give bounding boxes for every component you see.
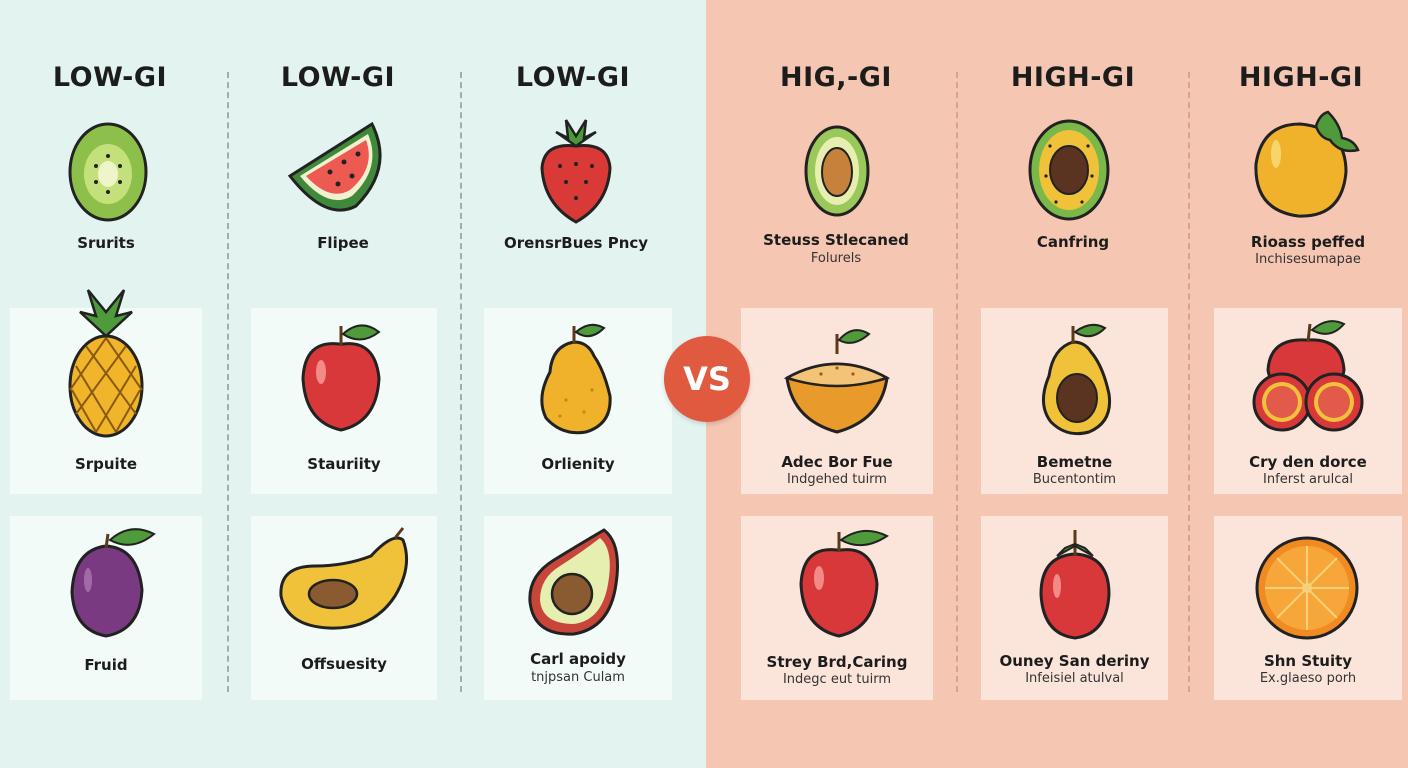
fruit-card[interactable]: OrensrBues Pncy [480, 108, 672, 278]
fruit-card[interactable]: Rioass peffed Inchisesumapae [1214, 108, 1402, 288]
pomegranate-icon [1039, 530, 1111, 640]
fruit-card[interactable]: Stauriity [251, 308, 437, 494]
fruit-card[interactable]: Strey Brd,Caring Indegc eut tuirm [741, 516, 933, 700]
fruit-card[interactable]: Srpuite [10, 289, 202, 494]
fruit-label: Adec Bor Fue [781, 453, 893, 471]
kiwi-icon [68, 122, 148, 222]
fruit-sublabel: Indgehed tuirm [787, 472, 887, 487]
fruit-label: Srurits [77, 234, 135, 252]
fruit-label: Orlienity [541, 455, 615, 473]
fruit-sublabel: Bucentontim [1032, 472, 1117, 487]
strawberry-icon [540, 119, 612, 224]
apple-icon [799, 529, 889, 638]
pear-icon [540, 323, 612, 435]
mango-icon [1254, 110, 1360, 218]
high-gi-header: HIGH-GI [1010, 62, 1136, 93]
fruit-label: Canfring [1036, 233, 1110, 251]
fruit-sublabel: Ex.glaeso porh [1259, 671, 1357, 686]
plum-icon [70, 528, 156, 638]
fruit-label: Fruid [84, 656, 128, 674]
avocado-icon [528, 528, 619, 636]
fruit-label: Carl apoidy [530, 650, 626, 668]
pineapple-icon [68, 289, 144, 438]
fruit-label: Strey Brd,Caring [766, 653, 908, 671]
column-divider [227, 72, 229, 692]
fruit-label: Stauriity [307, 455, 381, 473]
apple-icon [301, 324, 381, 432]
fruit-sublabel: Infeisiel atulval [1025, 671, 1124, 686]
fruit-label: Offsuesity [301, 655, 387, 673]
fruit-label: Ouney San deriny [999, 652, 1150, 670]
column-divider [956, 72, 958, 692]
fruit-card[interactable]: Offsuesity [251, 516, 437, 700]
fruit-sublabel: tnjpsan Culam [531, 670, 625, 685]
vs-badge: VS [664, 336, 750, 422]
fruit-label: Cry den dorce [1249, 453, 1367, 471]
fruit-card[interactable]: Shn Stuity Ex.glaeso porh [1214, 516, 1402, 700]
fruit-card[interactable]: Carl apoidy tnjpsan Culam [484, 516, 672, 700]
fruit-card[interactable]: Steuss Stlecaned Folurels [740, 108, 932, 288]
papaya-icon [1042, 323, 1112, 436]
fruit-label: Rioass peffed [1250, 233, 1366, 251]
orange-slice-icon [1255, 536, 1359, 640]
fruit-label: Steuss Stlecaned [763, 231, 909, 249]
column-divider [460, 72, 462, 692]
fruit-label: Srpuite [74, 455, 138, 473]
fruit-card[interactable]: Adec Bor Fue Indgehed tuirm [741, 308, 933, 494]
fruit-card[interactable]: Flipee [248, 108, 438, 278]
high-gi-header: HIGH-GI [1238, 62, 1364, 93]
fruit-card[interactable]: Orlienity [484, 308, 672, 494]
fruit-card[interactable]: Fruid [10, 516, 202, 700]
mango-icon [279, 527, 409, 630]
fruit-sublabel: Folurels [810, 251, 862, 266]
fruit-sublabel: Inchisesumapae [1255, 252, 1361, 267]
melon-bowl-icon [783, 329, 891, 434]
watermelon-icon [287, 121, 382, 212]
fruit-sublabel: Indegc eut tuirm [782, 672, 892, 687]
fruit-sublabel: Inferst arulcal [1263, 472, 1353, 487]
avocado-half-icon [804, 125, 870, 217]
fruit-card[interactable]: Ouney San deriny Infeisiel atulval [981, 516, 1168, 700]
fruit-card[interactable]: Bemetne Bucentontim [981, 308, 1168, 494]
low-gi-header: LOW-GI [515, 62, 631, 93]
low-gi-panel: LOW-GI LOW-GI LOW-GI Srurits Flipee Oren… [0, 0, 706, 768]
fruit-card[interactable]: Canfring [980, 108, 1166, 288]
fruit-card[interactable]: Cry den dorce Inferst arulcal [1214, 308, 1402, 494]
high-gi-header: HIG,-GI [780, 62, 892, 93]
papaya-half-icon [1028, 119, 1110, 221]
column-divider [1188, 72, 1190, 692]
fruit-label: Shn Stuity [1263, 652, 1353, 670]
fruit-label: Flipee [317, 234, 369, 252]
guava-icon [1252, 320, 1364, 432]
fruit-label: Bemetne [1036, 453, 1113, 471]
fruit-card[interactable]: Srurits [10, 108, 202, 278]
fruit-label: OrensrBues Pncy [503, 234, 649, 252]
high-gi-panel: HIG,-GI HIGH-GI HIGH-GI Steuss Stlecaned… [706, 0, 1408, 768]
low-gi-header: LOW-GI [52, 62, 168, 93]
low-gi-header: LOW-GI [280, 62, 396, 93]
